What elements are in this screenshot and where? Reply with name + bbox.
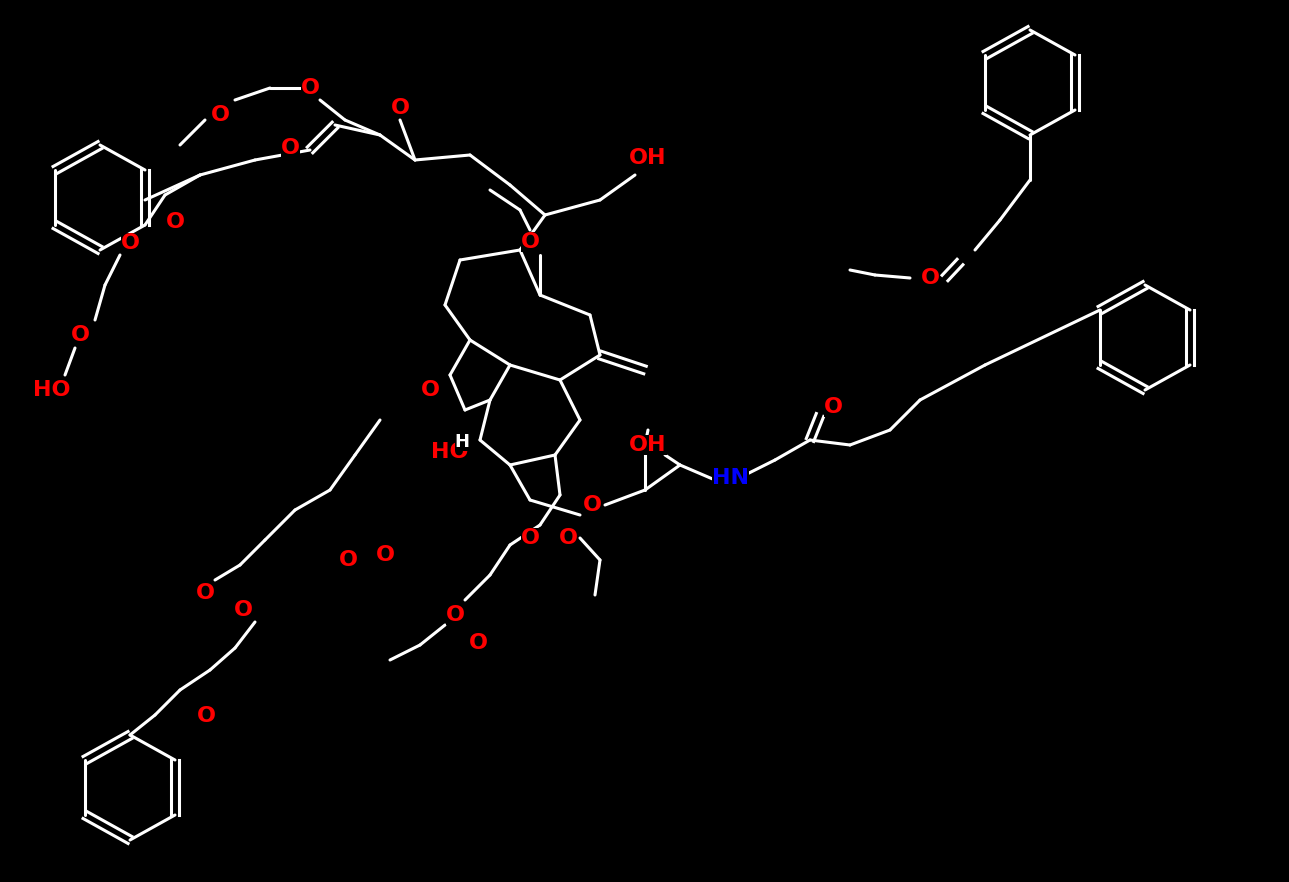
Text: O: O (233, 600, 253, 620)
Text: O: O (521, 528, 540, 548)
Text: O: O (165, 212, 184, 232)
Text: O: O (196, 706, 215, 726)
Text: O: O (391, 98, 410, 118)
Text: O: O (71, 325, 89, 345)
Text: OH: OH (629, 435, 666, 455)
Text: O: O (281, 138, 299, 158)
Text: H: H (455, 433, 469, 451)
Text: O: O (583, 495, 602, 515)
Text: O: O (824, 397, 843, 417)
Text: O: O (339, 550, 357, 570)
Text: O: O (558, 528, 577, 548)
Text: HO: HO (432, 442, 469, 462)
Text: O: O (920, 268, 940, 288)
Text: HO: HO (34, 380, 71, 400)
Text: O: O (120, 233, 139, 253)
Text: O: O (196, 583, 214, 603)
Text: O: O (420, 380, 440, 400)
Text: O: O (375, 545, 394, 565)
Text: OH: OH (629, 148, 666, 168)
Text: O: O (210, 105, 229, 125)
Text: O: O (300, 78, 320, 98)
Text: HN: HN (712, 468, 749, 488)
Text: O: O (446, 605, 464, 625)
Text: O: O (521, 232, 540, 252)
Text: O: O (468, 633, 487, 653)
